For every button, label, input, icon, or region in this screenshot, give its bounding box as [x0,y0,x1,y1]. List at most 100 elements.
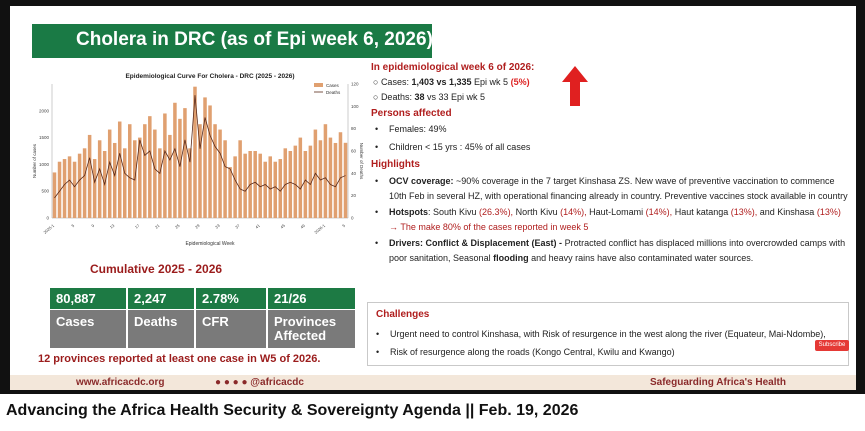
x-tick-label: 2025-1 [42,222,55,234]
case-bar [303,151,308,218]
case-bar [97,140,102,218]
case-bar [298,137,303,218]
case-bar [143,124,147,218]
case-bar [333,142,338,218]
case-bar [238,140,242,218]
cumulative-title: Cumulative 2025 - 2026 [90,262,223,276]
social-icons: ● ● ● ● [215,377,251,388]
case-bar [343,142,348,218]
video-title[interactable]: Advancing the Africa Health Security & S… [6,402,579,419]
stat-label: CFR [196,310,266,348]
x-tick-label: 37 [234,222,241,229]
cases-bold: 1,403 vs 1,335 [411,77,472,87]
y2-tick-label: 0 [351,216,354,221]
case-bar [148,116,152,218]
deaths-line: ○ Deaths: 38 vs 33 Epi wk 5 [371,90,851,105]
chart-legend: Cases Deaths [314,83,341,95]
case-bar [112,142,117,218]
x-tick-label: 21 [154,222,161,229]
x-tick-label: 13 [109,222,116,229]
ocv-text: ~90% coverage in the 7 target Kinshasa Z… [389,176,848,201]
chart-x-label: Epidemiological Week [185,241,235,247]
case-bar [283,148,288,218]
case-bar [128,124,132,218]
stat-cases: 80,887 Cases [50,288,126,348]
subscribe-badge[interactable]: Subscribe [815,340,849,351]
stat-cfr: 2.78% CFR [196,288,266,348]
x-tick-label: 29 [194,222,201,229]
cases-pct: (5%) [510,77,530,87]
slide: Cholera in DRC (as of Epi week 6, 2026) … [10,6,856,390]
case-bar [72,161,77,218]
case-bar [87,134,92,218]
drivers-text: and heavy rains have also contaminated w… [528,252,754,263]
y2-tick-label: 40 [351,171,357,176]
provinces-note: 12 provinces reported at least one case … [38,353,321,365]
case-bar [168,134,172,218]
y-tick-label: 0 [46,216,49,221]
case-bar [82,148,87,218]
case-bar [228,167,232,218]
case-bar [208,105,212,218]
y2-tick-label: 120 [351,82,359,87]
y2-tick-label: 100 [351,104,359,109]
x-tick-label: 17 [134,222,141,229]
case-bar [57,161,62,218]
deaths-rest: vs 33 Epi wk 5 [427,92,486,102]
case-bar [338,132,343,218]
stat-value: 2.78% [196,288,266,309]
footer-website[interactable]: www.africacdc.org [76,377,165,388]
y-tick-label: 1500 [39,135,50,140]
x-tick-label: 9 [90,222,96,228]
x-tick-label: 25 [174,222,181,229]
title-banner: Cholera in DRC (as of Epi week 6, 2026) [32,24,433,58]
case-bar [278,159,283,218]
x-tick-label: 45 [279,222,286,229]
slide-footer: www.africacdc.org ● ● ● ● @africacdc Saf… [10,375,856,390]
hotspots-text: : South Kivu [428,207,477,217]
case-bar [193,86,197,219]
case-bar [173,102,177,218]
x-tick-label: 5 [70,222,76,228]
cumulative-stats: 80,887 Cases 2,247 Deaths 2.78% CFR 21/2… [50,288,355,348]
case-bar [318,140,323,218]
persons-heading: Persons affected [371,108,452,119]
slide-title: Cholera in DRC (as of Epi week 6, 2026) [76,29,433,50]
legend-cases-label: Cases [326,83,340,88]
footer-social-handle: @africacdc [250,377,304,388]
case-bar [203,97,207,218]
case-bar [288,151,293,218]
hotspots-text: and Kinshasa [757,207,815,217]
legend-deaths-label: Deaths [326,90,341,95]
ocv-label: OCV coverage: [389,176,454,186]
y2-tick-label: 80 [351,126,357,131]
hotspots-pct: (13%) → The make 80% of the cases report… [389,207,841,232]
hotspots-pct: (14%), [560,207,587,217]
challenges-title: Challenges [376,309,430,320]
cases-prefix: Cases: [380,77,409,87]
y2-tick-label: 60 [351,149,357,154]
week-heading: In epidemiological week 6 of 2026: [371,62,535,73]
case-bar [117,121,122,218]
highlights-heading: Highlights [371,159,420,170]
case-bar [273,161,278,218]
legend-cases-swatch [314,83,323,87]
x-tick-label: 2026-1 [313,222,326,234]
stat-provinces: 21/26 Provinces Affected [268,288,355,348]
x-tick-label: 49 [299,222,306,229]
x-tick-label: 33 [214,222,221,229]
case-bar [323,124,328,218]
case-bar [163,113,167,218]
drivers-label: Drivers [389,238,421,248]
females-item: Females: 49% [371,122,851,137]
case-bar [183,108,187,218]
chart-y2-label: Number of Deaths [359,143,364,180]
y-tick-label: 1000 [39,162,50,167]
stat-value: 21/26 [268,288,355,309]
case-bar [218,129,222,218]
summary-panel: In epidemiological week 6 of 2026: ○ Cas… [371,59,851,265]
case-bar [67,156,72,218]
case-bar [52,172,57,218]
children-item: Children < 15 yrs : 45% of all cases [371,140,851,155]
y2-tick-label: 20 [351,193,357,198]
